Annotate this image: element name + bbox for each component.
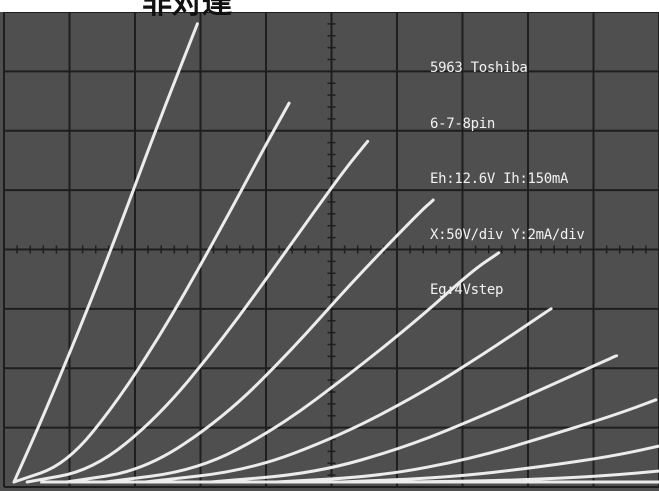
trace-curve-8: [274, 398, 658, 484]
trace-curve-9: [340, 444, 659, 484]
readout-heater: Eh:12.6V Ih:150mA: [430, 171, 569, 187]
plate-curves: [12, 22, 659, 484]
trace-curve-4: [64, 198, 435, 484]
readout-grid-step: Eg:4Vstep: [430, 282, 504, 298]
trace-curve-2: [12, 101, 291, 484]
readout-model: 5963 Toshiba: [430, 60, 528, 76]
readout-scale: X:50V/div Y:2mA/div: [430, 226, 585, 243]
trace-curve-1: [12, 22, 199, 484]
trace-curve-6: [143, 307, 553, 484]
scope-readout: 5963 Toshiba 6-7-8pin Eh:12.6V Ih:150mA …: [430, 22, 585, 318]
readout-pins: 6-7-8pin: [430, 115, 496, 132]
cropped-title: 非対達: [142, 0, 232, 21]
trace-curve-3: [25, 139, 370, 484]
trace-curve-7: [209, 354, 619, 484]
top-white-band: [0, 0, 659, 12]
trace-curve-5: [104, 251, 501, 484]
trace-curve-10: [405, 469, 659, 484]
